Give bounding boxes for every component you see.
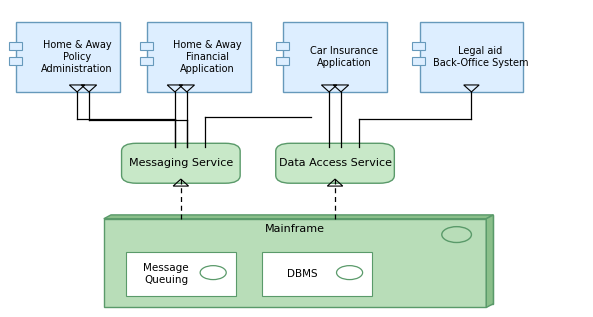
Text: DBMS: DBMS (287, 269, 318, 279)
Bar (412, 57, 425, 65)
Text: Messaging Service: Messaging Service (129, 158, 233, 168)
Bar (262, 252, 372, 296)
Bar (9, 57, 22, 65)
Bar (104, 219, 486, 307)
FancyBboxPatch shape (276, 143, 394, 183)
Bar (412, 42, 425, 50)
Bar (276, 42, 289, 50)
Bar (9, 42, 22, 50)
Text: Message
Queuing: Message Queuing (144, 263, 189, 285)
Text: Home & Away
Policy
Administration: Home & Away Policy Administration (42, 41, 113, 74)
Text: Car Insurance
Application: Car Insurance Application (310, 46, 378, 68)
Text: Mainframe: Mainframe (265, 224, 325, 235)
Bar (139, 57, 152, 65)
Bar (420, 22, 523, 92)
Bar (126, 252, 235, 296)
Bar (283, 22, 387, 92)
Bar (139, 42, 152, 50)
Polygon shape (104, 215, 493, 219)
Bar (17, 22, 120, 92)
Bar (276, 57, 289, 65)
Text: Legal aid
Back-Office System: Legal aid Back-Office System (432, 46, 528, 68)
Bar (111, 215, 493, 304)
Polygon shape (486, 215, 493, 307)
Bar (147, 22, 250, 92)
Text: Data Access Service: Data Access Service (279, 158, 391, 168)
Text: Home & Away
Financial
Application: Home & Away Financial Application (173, 41, 242, 74)
FancyBboxPatch shape (122, 143, 240, 183)
